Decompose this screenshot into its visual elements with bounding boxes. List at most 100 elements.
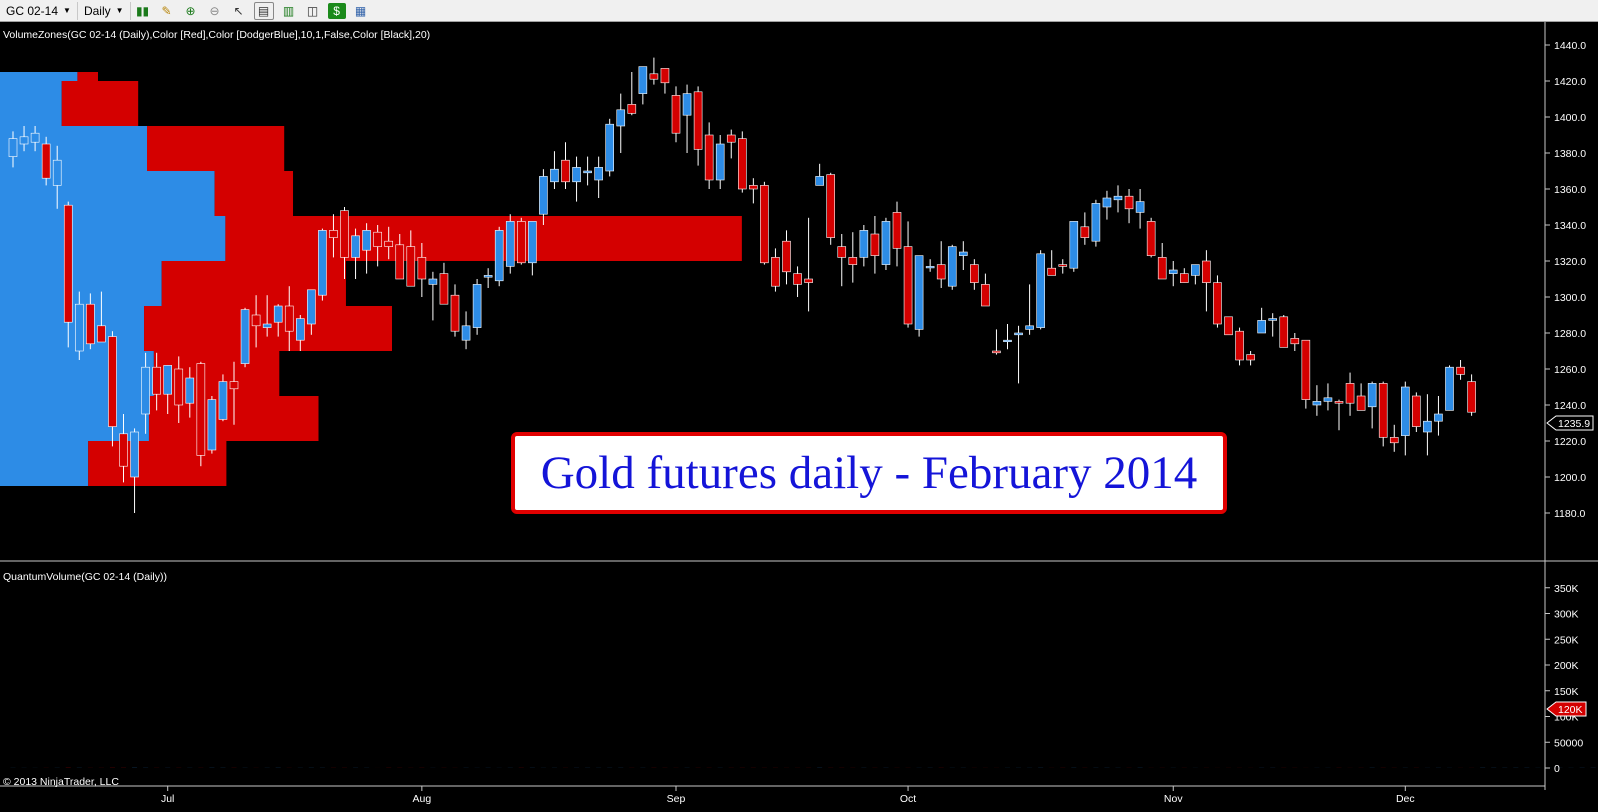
interval-selector[interactable]: Daily ▼ [78,1,131,20]
candle [1025,284,1034,335]
candle [737,131,747,193]
candle-body [1323,397,1333,402]
candle [726,129,736,159]
candle-body [572,167,581,183]
candle [1124,189,1134,224]
performance-icon[interactable]: ◫ [306,3,319,18]
candle [406,230,416,287]
candle-body [1356,395,1366,411]
candle [1412,392,1421,432]
candle-body [373,231,382,247]
price-tick-label: 1300.0 [1554,292,1586,304]
candle-body [1124,195,1134,210]
candle-body [605,123,615,172]
strategy-icon[interactable]: ▥ [282,3,295,18]
candle [616,93,626,153]
candle [1401,381,1410,456]
dollar-order-icon[interactable]: $ [327,2,346,19]
pencil-draw-icon[interactable]: ✎ [161,3,172,18]
candle [41,136,51,186]
volume-zone-up [0,81,62,126]
last-volume-label: 120K [1558,704,1583,716]
zoom-out-icon[interactable]: ⊖ [209,3,220,18]
candle-body [892,212,902,249]
candle [450,284,460,337]
candle-body [295,318,305,341]
pointer-icon[interactable]: ↖ [233,3,244,18]
candle-body [461,325,471,341]
candle [439,262,449,305]
candle-body [704,134,714,181]
candlestick-series [8,57,1476,513]
instrument-selector[interactable]: GC 02-14 ▼ [0,1,78,20]
candle [914,255,924,337]
candle-body [970,264,979,283]
candle-body [870,233,880,256]
time-tick-label: Nov [1164,793,1183,805]
candle-body [152,366,161,395]
candle [804,217,813,312]
candle [119,414,128,483]
candle [947,244,957,290]
time-axis[interactable]: Jul Aug Sep Oct Nov Dec [161,786,1415,805]
candle [273,304,283,337]
volume-zone-up [0,441,89,486]
candle-body [1025,325,1034,330]
candle [163,365,172,414]
candle [649,57,659,85]
candle [130,428,139,513]
chart-canvas[interactable]: 1440.0 1420.0 1400.0 1380.0 1360.0 1340.0 1320… [0,22,1598,812]
candle [539,169,548,225]
data-box-icon[interactable]: ▦ [354,3,367,18]
candle [52,145,62,209]
candle [583,156,592,186]
candle-body [63,204,73,323]
candle [494,226,504,287]
candle-body [340,210,349,258]
candle-body [1003,339,1012,343]
candle-body [494,230,504,282]
volume-tick-label: 0 [1554,763,1560,775]
volume-zone-up [0,351,154,396]
candle-body [693,91,703,150]
candle-body [1213,282,1222,325]
price-tick-label: 1200.0 [1554,472,1586,484]
candle-body [528,221,537,264]
candle-body [1412,395,1421,427]
candle-body [196,363,206,456]
candle-body [384,240,394,247]
candle [848,232,858,283]
candle [572,156,581,202]
candle-body [826,174,836,238]
candle-body [1456,366,1465,375]
candle [1257,307,1266,334]
candle-body [771,257,780,287]
candle-body [583,170,592,174]
candle-body [318,230,327,296]
candle [815,163,824,186]
properties-icon[interactable]: ▤ [253,1,274,20]
candle [970,259,979,290]
candle [793,266,802,297]
candle-body [539,176,548,215]
volume-tick-label: 350K [1554,583,1579,595]
candle [1224,316,1233,336]
candle [1168,261,1178,287]
candle-body [682,93,692,116]
volume-zone-up [0,261,162,306]
bar-chart-type-icon[interactable]: ▮▮ [135,3,150,18]
candle-body [52,159,62,186]
candle [925,259,935,272]
candle-body [1069,221,1079,269]
time-tick-label: Dec [1396,793,1415,805]
candle [1467,374,1476,416]
candle-body [1301,339,1311,400]
zoom-in-icon[interactable]: ⊕ [185,3,196,18]
volume-tick-label: 300K [1554,609,1579,621]
candle-body [550,168,559,183]
price-axis[interactable]: 1440.0 1420.0 1400.0 1380.0 1360.0 1340.0 1320… [1545,40,1586,520]
candle-body [207,399,217,451]
candle [561,142,570,189]
candle [981,273,990,307]
